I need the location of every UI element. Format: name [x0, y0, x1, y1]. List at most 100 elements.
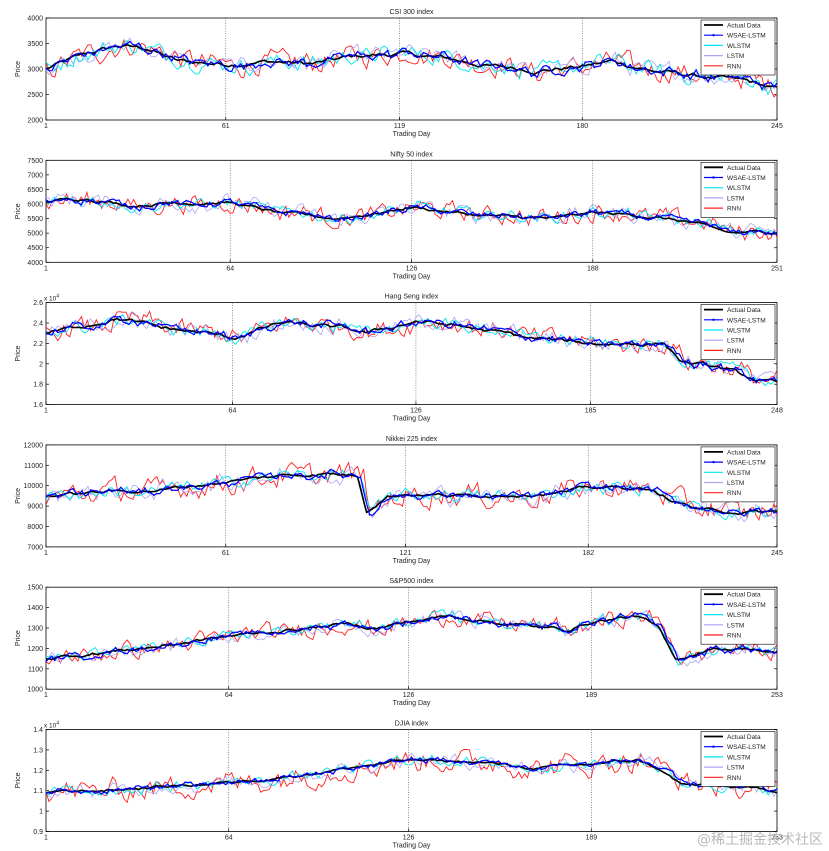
series-marker	[176, 199, 179, 202]
series-marker	[275, 324, 278, 327]
series-marker	[71, 321, 74, 324]
series-marker	[219, 782, 221, 785]
y-tick-label: 4000	[27, 16, 43, 23]
series-marker	[680, 658, 683, 661]
series-line-wsae-lstm	[46, 198, 777, 236]
x-tick-label: 64	[226, 265, 234, 272]
series-marker	[302, 319, 305, 322]
plot-frame	[45, 586, 778, 690]
series-marker	[254, 631, 256, 634]
series-marker	[659, 215, 661, 218]
series-marker	[158, 646, 161, 649]
series-marker	[341, 621, 343, 624]
series-marker	[549, 623, 552, 626]
series-marker	[728, 369, 731, 372]
series-marker	[160, 324, 163, 326]
series-marker	[308, 212, 311, 215]
series-marker	[523, 764, 526, 767]
series-marker	[560, 337, 562, 340]
series-marker	[106, 792, 108, 794]
y-tick-label: 1100	[28, 666, 43, 673]
series-marker	[776, 788, 777, 790]
series-marker	[97, 202, 100, 205]
series-marker	[746, 377, 749, 379]
series-marker	[453, 321, 456, 323]
series-marker	[512, 490, 515, 493]
series-marker	[485, 493, 488, 495]
legend-label: WSAE-LSTM	[727, 460, 766, 467]
legend-label: WLSTM	[727, 754, 750, 761]
x-axis-label: Trading Day	[393, 700, 431, 707]
series-marker	[702, 364, 704, 367]
series-marker	[619, 762, 622, 765]
series-marker	[278, 473, 281, 476]
series-marker	[126, 42, 128, 45]
series-marker	[615, 209, 618, 212]
series-marker	[674, 502, 676, 505]
series-marker	[551, 335, 553, 338]
y-tick-label: 1300	[27, 626, 43, 633]
series-line-actual-data	[46, 317, 777, 383]
series-marker	[396, 209, 398, 212]
series-marker	[693, 367, 695, 369]
series-marker	[755, 381, 758, 384]
series-marker	[413, 494, 416, 496]
series-marker	[368, 56, 371, 59]
series-marker	[79, 656, 82, 658]
series-marker	[284, 320, 287, 323]
series-marker	[332, 625, 335, 628]
series-marker	[185, 199, 188, 202]
legend-label: RNN	[727, 775, 741, 782]
series-marker	[46, 199, 47, 201]
series-marker	[524, 339, 527, 341]
series-marker	[422, 206, 425, 208]
series-marker	[575, 628, 578, 631]
y-tick-label: 3000	[27, 67, 43, 74]
y-tick-label: 1.3	[33, 747, 43, 754]
series-marker	[149, 649, 152, 652]
x-tick-label: 182	[582, 550, 594, 557]
series-marker	[575, 484, 578, 487]
y-tick-label: 11000	[24, 463, 43, 470]
series-marker	[140, 646, 143, 648]
legend-marker	[712, 745, 715, 748]
series-marker	[184, 781, 187, 784]
series-marker	[227, 781, 230, 783]
series-marker	[566, 487, 569, 490]
y-tick-label: 1000	[27, 687, 43, 694]
y-tick-label: 1	[39, 809, 43, 816]
series-marker	[497, 327, 500, 330]
legend-label: RNN	[727, 633, 741, 640]
series-marker	[355, 329, 358, 332]
series-marker	[404, 494, 407, 497]
series-marker	[584, 621, 587, 623]
series-marker	[683, 505, 685, 507]
series-marker	[638, 488, 641, 490]
series-marker	[533, 339, 536, 342]
series-marker	[332, 469, 335, 472]
y-tick-label: 6500	[27, 187, 43, 194]
series-marker	[445, 759, 448, 762]
series-marker	[728, 75, 730, 78]
series-marker	[764, 233, 767, 236]
series-marker	[619, 613, 622, 615]
y-tick-label: 3500	[27, 41, 43, 48]
series-marker	[467, 62, 470, 65]
series-marker	[729, 230, 732, 233]
series-marker	[317, 213, 319, 216]
y-tick-label: 5500	[27, 216, 43, 223]
legend: Actual Data WSAE-LSTM WLSTM LSTM RNN	[700, 304, 776, 360]
series-marker	[332, 773, 335, 775]
series-marker	[178, 327, 181, 330]
series-marker	[548, 66, 551, 69]
series-marker	[262, 780, 265, 783]
series-marker	[506, 762, 509, 765]
series-marker	[620, 64, 623, 67]
legend: Actual Data WSAE-LSTM WLSTM LSTM RNN	[700, 446, 776, 503]
series-marker	[175, 786, 178, 788]
series-marker	[166, 783, 169, 786]
legend-label: LSTM	[727, 765, 744, 772]
y-tick-label: 6000	[27, 202, 43, 209]
series-marker	[170, 59, 173, 62]
x-tick-label: 1	[44, 835, 48, 842]
